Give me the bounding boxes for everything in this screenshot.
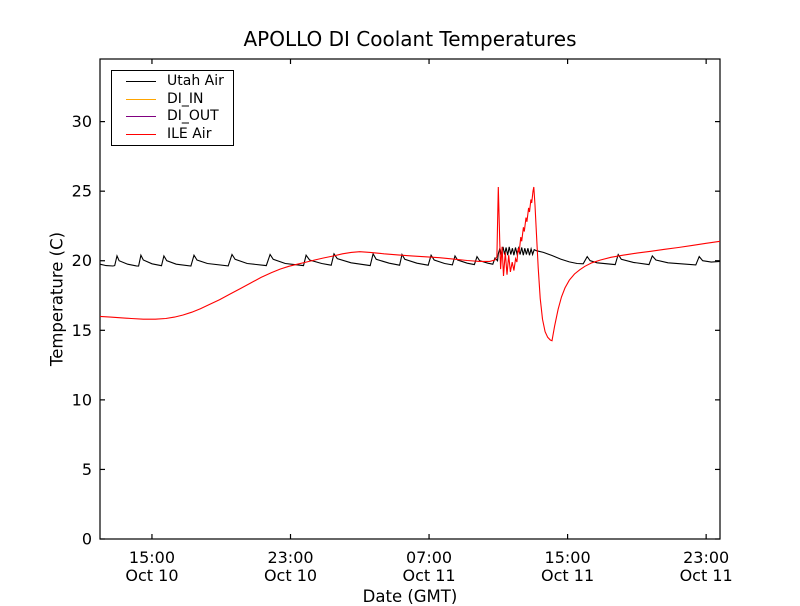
x-tick-label-time: 07:00 — [406, 548, 452, 567]
series-line-utah-air — [99, 246, 721, 267]
axes-border — [99, 58, 721, 540]
chart-title: APOLLO DI Coolant Temperatures — [243, 27, 577, 51]
x-axis-label: Date (GMT) — [362, 587, 458, 606]
x-tick-label-time: 15:00 — [129, 548, 175, 567]
legend-label: Utah Air — [167, 73, 224, 90]
legend-item-di-in: DI_IN — [126, 91, 233, 109]
x-tick-label-time: 23:00 — [683, 548, 729, 567]
x-tick-label-date: Oct 10 — [125, 566, 178, 585]
series-line-ile-air — [99, 186, 721, 342]
y-tick-label: 30 — [72, 112, 92, 131]
y-tick-label: 0 — [82, 530, 92, 549]
x-tick-label-time: 23:00 — [267, 548, 313, 567]
y-axis-label: Temperature (C) — [47, 231, 67, 367]
legend-line-sample-di-out — [126, 116, 156, 118]
legend: Utah Air DI_IN DI_OUT ILE Air — [111, 70, 234, 146]
x-tick-label-date: Oct 11 — [680, 566, 733, 585]
y-tick-label: 5 — [82, 460, 92, 479]
x-tick-label-date: Oct 11 — [541, 566, 594, 585]
legend-label: DI_OUT — [167, 108, 219, 125]
x-tick-label-date: Oct 10 — [264, 566, 317, 585]
legend-line-sample-ile-air — [126, 133, 156, 135]
legend-label: DI_IN — [167, 90, 204, 107]
y-tick-label: 20 — [72, 251, 92, 270]
x-tick-label-time: 15:00 — [545, 548, 591, 567]
legend-label: ILE Air — [167, 125, 212, 142]
legend-item-utah-air: Utah Air — [126, 73, 233, 91]
y-tick-label: 10 — [72, 390, 92, 409]
y-tick-label: 15 — [72, 321, 92, 340]
legend-line-sample-utah-air — [126, 81, 156, 83]
legend-item-ile-air: ILE Air — [126, 126, 233, 144]
legend-item-di-out: DI_OUT — [126, 108, 233, 126]
x-tick-label-date: Oct 11 — [402, 566, 455, 585]
y-tick-label: 25 — [72, 182, 92, 201]
legend-line-sample-di-in — [126, 98, 156, 100]
